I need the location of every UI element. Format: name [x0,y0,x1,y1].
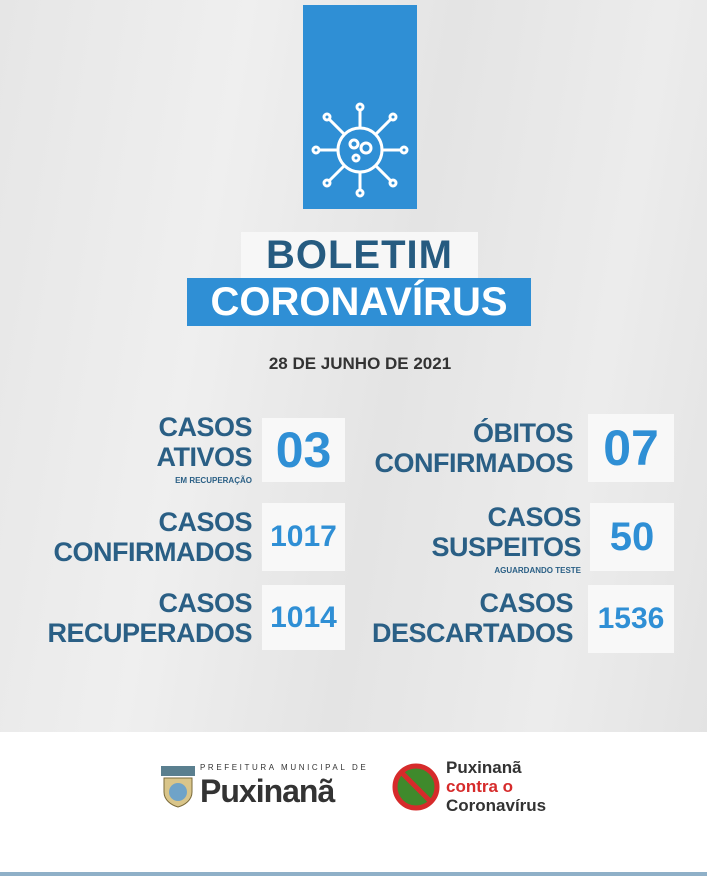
stat-label-discarded: CASOS DESCARTADOS [371,588,574,648]
stat-value-active: 03 [262,418,345,482]
title-boletim: BOLETIM [241,232,478,278]
stat-label-active: CASOS ATIVOS EM RECUPERAÇÃO [156,412,252,485]
campaign-line1: Puxinanã [446,758,522,777]
stat-label-suspected: CASOS SUSPEITOS AGUARDANDO TESTE [431,502,581,575]
city-name: Puxinanã [200,773,335,809]
coat-of-arms-icon [161,765,195,808]
stat-value-confirmed: 1017 [262,503,345,571]
stat-label-deaths: ÓBITOS CONFIRMADOS [374,418,574,478]
stat-value-discarded: 1536 [588,585,674,653]
stat-value-suspected: 50 [590,503,674,571]
stat-value-recovered: 1014 [262,585,345,650]
title-coronavirus: CORONAVÍRUS [187,278,531,326]
virus-icon [311,102,409,198]
campaign-line3: Coronavírus [446,796,547,815]
prefeitura-caption: PREFEITURA MUNICIPAL DE [200,763,369,772]
no-virus-icon [392,763,440,810]
campaign-logo: Puxinanã contra o Coronavírus [392,758,546,815]
prefeitura-logo: PREFEITURA MUNICIPAL DE Puxinanã [160,762,368,809]
stat-label-recovered: CASOS RECUPERADOS [47,588,252,648]
stat-value-deaths: 07 [588,414,674,482]
stat-label-confirmed: CASOS CONFIRMADOS [53,507,253,567]
campaign-line2: contra o [446,777,514,796]
bottom-divider [0,872,707,876]
bulletin-date: 28 DE JUNHO DE 2021 [268,354,452,373]
